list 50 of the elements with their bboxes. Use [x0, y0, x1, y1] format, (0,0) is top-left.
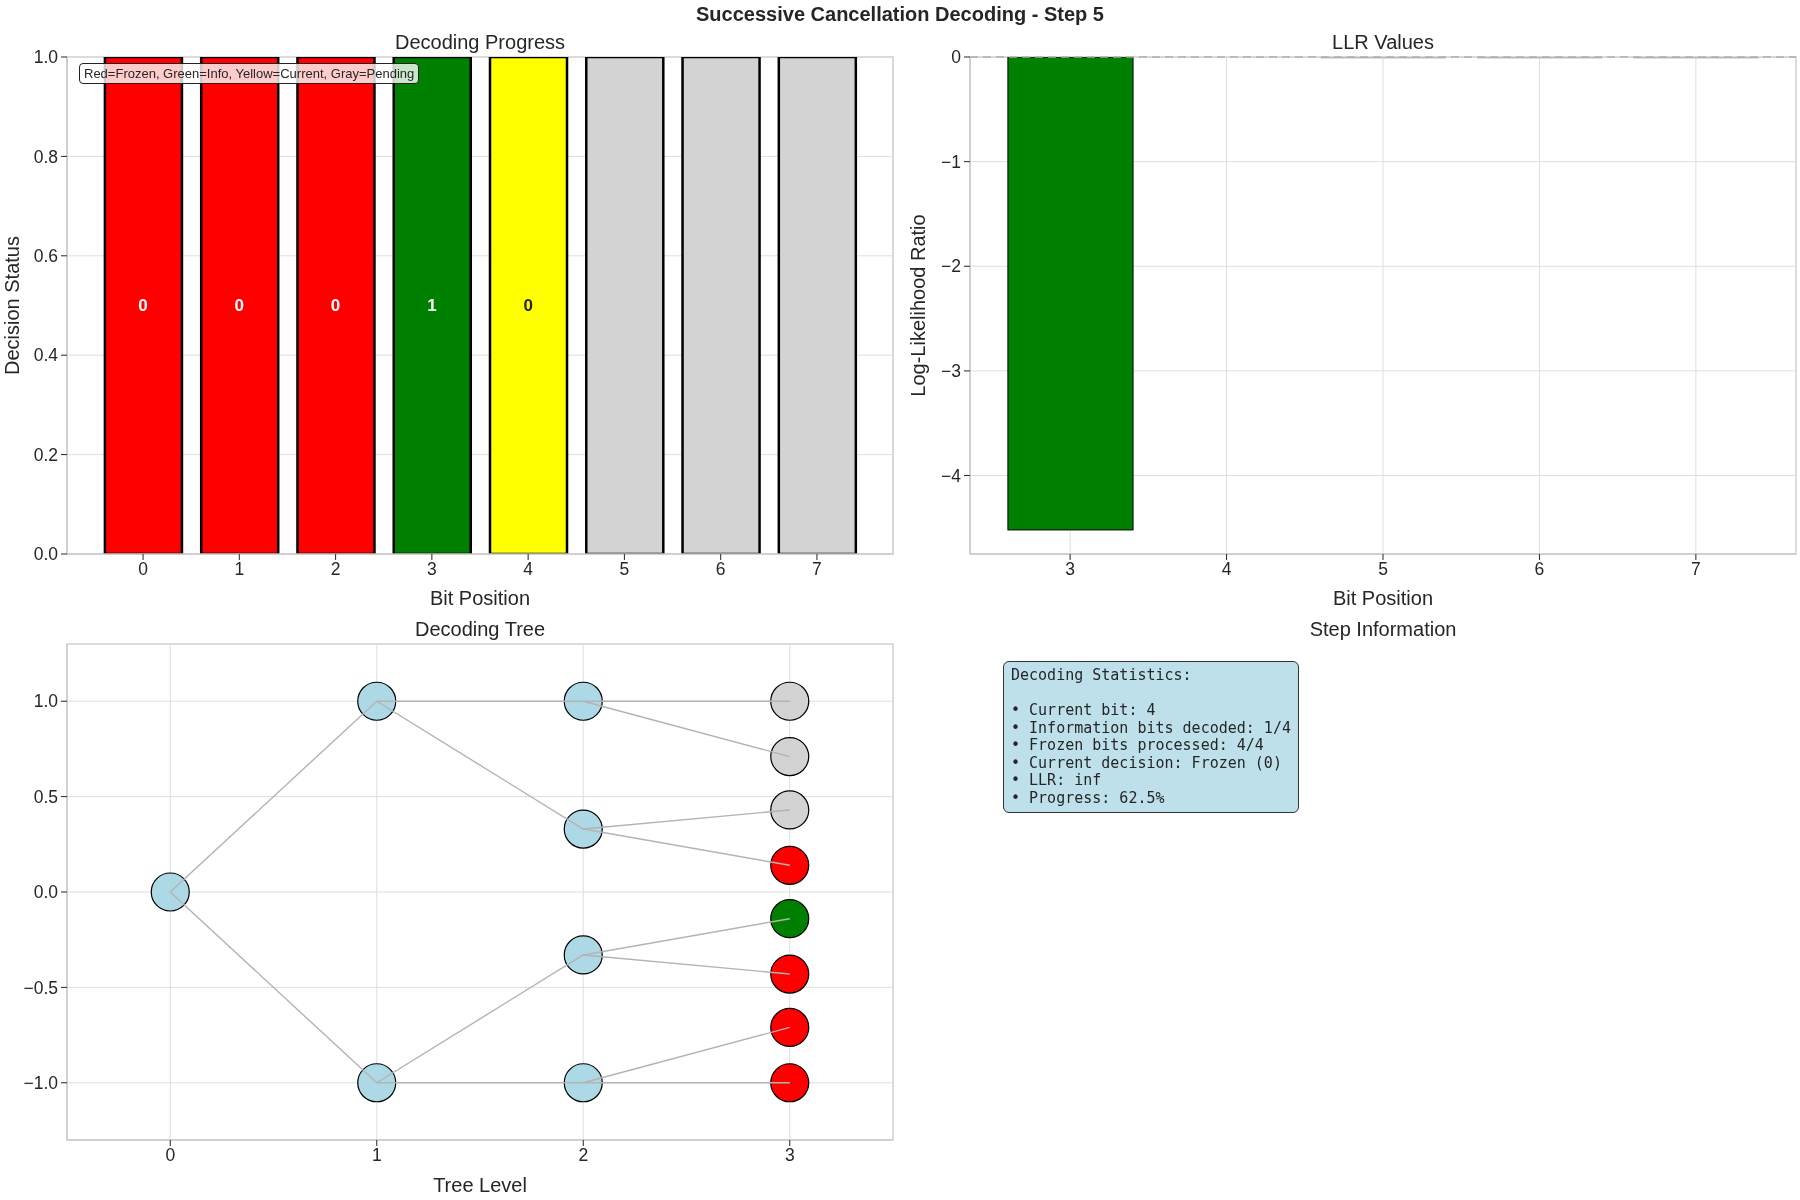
x-tick-label: 2 — [330, 559, 341, 580]
annotation: 0 — [138, 296, 148, 315]
y-tick-label: 0.4 — [33, 345, 59, 366]
y-tick-label: 0.0 — [33, 544, 59, 565]
x-tick-label: 0 — [138, 559, 149, 580]
y-tick-label: −4 — [941, 465, 962, 486]
x-tick-label: 3 — [427, 559, 437, 580]
x-tick-label: 3 — [1065, 559, 1075, 580]
text: Step Information — [1308, 617, 1458, 641]
x-axis-title: Bit Position — [1332, 587, 1434, 609]
y-axis-title: Decision Status — [1, 236, 23, 375]
y-tick-label: 0.6 — [33, 246, 58, 267]
y-tick-label: −1 — [941, 151, 961, 172]
annotation: 1 — [427, 296, 437, 315]
x-tick-label: 1 — [371, 1145, 382, 1166]
y-tick-label: 0.8 — [33, 146, 58, 167]
y-tick-label: −3 — [941, 361, 961, 382]
x-tick-label: 5 — [1378, 559, 1388, 580]
text: Successive Cancellation Decoding - Step 5 — [695, 2, 1105, 26]
chart-title: LLR Values — [1332, 31, 1434, 53]
x-tick-label: 6 — [715, 559, 726, 580]
y-tick-label: 1.0 — [33, 691, 59, 712]
x-tick-label: 2 — [578, 1145, 589, 1166]
y-tick-label: −2 — [941, 256, 961, 277]
x-tick-label: 7 — [812, 559, 822, 580]
y-tick-label: 0.2 — [33, 444, 58, 465]
y-tick-label: 0 — [951, 47, 962, 68]
x-tick-label: 3 — [784, 1145, 795, 1166]
text: Decoding Statistics: • Current bit: 4 • Information bits decoded: 1/4 • Frozen bits processed: 4/4 • Current decision: Frozen (0) • LLR: inf • Progress: 62.5% — [1003, 661, 1299, 813]
annotation: 0 — [523, 296, 533, 315]
x-tick-label: 6 — [1534, 559, 1545, 580]
annotation: 0 — [330, 296, 341, 315]
annotation: 0 — [234, 296, 245, 315]
y-tick-label: 1.0 — [33, 47, 59, 68]
y-tick-label: −1.0 — [23, 1072, 59, 1093]
chart-title: Decoding Progress — [394, 31, 566, 53]
x-tick-label: 4 — [523, 559, 534, 580]
y-tick-label: 0.5 — [33, 786, 58, 807]
y-axis-title: Log-Likelihood Ratio — [907, 214, 929, 397]
y-tick-label: −0.5 — [23, 977, 58, 998]
x-tick-label: 5 — [619, 559, 630, 580]
chart-title: Decoding Tree — [414, 618, 546, 640]
x-tick-label: 1 — [234, 559, 245, 580]
annotation: Red=Frozen, Green=Info, Yellow=Current, Gray=Pending — [79, 63, 420, 84]
x-tick-label: 7 — [1691, 559, 1701, 580]
x-axis-title: Bit Position — [429, 587, 531, 609]
x-axis-title: Tree Level — [433, 1174, 527, 1196]
x-tick-label: 4 — [1221, 559, 1232, 580]
y-tick-label: 0.0 — [33, 882, 59, 903]
x-tick-label: 0 — [165, 1145, 176, 1166]
